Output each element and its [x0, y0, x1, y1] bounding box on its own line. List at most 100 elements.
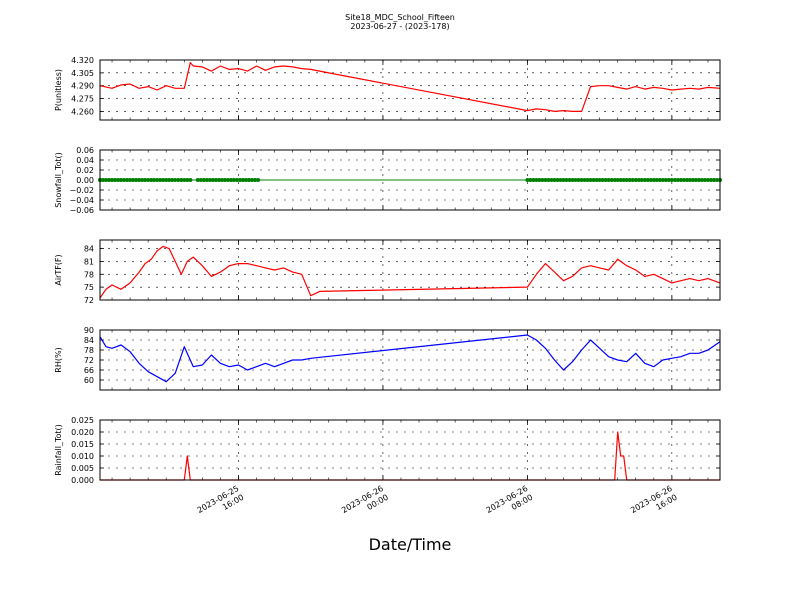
data-point [170, 178, 175, 182]
data-point [612, 178, 617, 182]
data-point [173, 178, 178, 182]
data-point [588, 178, 593, 182]
data-point [213, 178, 218, 182]
panel-3: 72 75 78 81 84 AirTF(F) [54, 239, 721, 305]
y-tick-label: 72 [84, 296, 94, 305]
data-point [684, 178, 689, 182]
data-point [525, 178, 530, 182]
data-point [576, 178, 581, 182]
data-point [660, 178, 665, 182]
y-tick-label: 0.00 [76, 176, 94, 185]
data-point [615, 178, 620, 182]
data-point [630, 178, 635, 182]
y-tick-label: 81 [84, 257, 94, 266]
data-point [113, 178, 117, 182]
data-point [238, 178, 242, 182]
data-point [231, 178, 236, 182]
data-point [639, 178, 644, 182]
data-point [591, 178, 596, 182]
y-tick-label: 0.000 [71, 476, 94, 485]
panel-2: −0.06−0.04−0.020.000.020.040.06 Snowfall_… [54, 146, 722, 215]
data-point [703, 178, 707, 182]
y-tick-label: 72 [84, 356, 94, 365]
data-point [164, 178, 169, 182]
y-axis-label: RH(%) [54, 347, 63, 372]
axes-frame [99, 329, 721, 391]
data-point [253, 178, 257, 182]
data-point [101, 178, 105, 182]
data-point [225, 178, 230, 182]
data-point [549, 178, 554, 182]
series-line [99, 245, 721, 299]
data-point [696, 178, 701, 182]
data-point [222, 178, 227, 182]
data-point [204, 178, 209, 182]
data-point [582, 178, 587, 182]
panel-1: 4.260 4.275 4.290 4.305 4.320 P(unitless) [54, 56, 721, 121]
data-point [537, 178, 542, 182]
y-tick-label: 0.025 [71, 416, 94, 425]
y-tick-label: 0.020 [71, 428, 94, 437]
y-tick-label: 84 [84, 336, 94, 345]
data-point [161, 178, 166, 182]
data-point [107, 178, 111, 182]
data-point [558, 178, 563, 182]
data-point [633, 178, 638, 182]
data-point [244, 178, 248, 182]
data-point [167, 178, 172, 182]
panels: 4.260 4.275 4.290 4.305 4.320 P(unitless) −0.0… [54, 56, 722, 485]
data-point [531, 178, 536, 182]
y-tick-label: 90 [84, 326, 94, 335]
y-axis-label: P(unitless) [54, 69, 63, 111]
y-tick-label: 4.260 [71, 107, 94, 116]
data-point [699, 178, 704, 182]
y-tick-label: −0.04 [69, 196, 94, 205]
x-tick-label: 2023-06-2616:00 [629, 484, 679, 524]
data-point [134, 178, 139, 182]
data-point [654, 178, 659, 182]
data-point [672, 178, 677, 182]
data-point [185, 178, 190, 182]
y-axis-label: Rainfall_Tot() [54, 424, 63, 476]
data-point [158, 178, 163, 182]
data-point [552, 178, 557, 182]
data-point [534, 178, 539, 182]
data-point [188, 178, 193, 182]
data-point [624, 178, 629, 182]
data-point [195, 178, 200, 182]
y-tick-label: 0.02 [76, 166, 94, 175]
data-point [706, 178, 710, 182]
y-tick-label: 84 [84, 245, 94, 254]
data-point [241, 178, 245, 182]
y-tick-label: 75 [84, 283, 94, 292]
axes-frame [99, 239, 721, 301]
data-point [712, 178, 716, 182]
data-point [687, 178, 692, 182]
series-line [100, 431, 720, 481]
data-point [600, 178, 605, 182]
data-point [247, 178, 251, 182]
data-point [116, 178, 121, 182]
data-point [176, 178, 181, 182]
x-tick-label: 2023-06-2516:00 [196, 484, 246, 524]
data-point [573, 178, 578, 182]
data-point [555, 178, 560, 182]
data-point [666, 178, 671, 182]
axes-frame [99, 149, 721, 211]
data-point [198, 178, 203, 182]
data-point [681, 178, 686, 182]
data-point [219, 178, 224, 182]
chart-subtitle: 2023-06-27 - (2023-178) [350, 22, 449, 31]
data-point [669, 178, 674, 182]
data-point [606, 178, 611, 182]
data-point [546, 178, 551, 182]
y-tick-label: 0.04 [76, 156, 94, 165]
y-tick-label: 4.305 [71, 69, 94, 78]
axes-frame [99, 59, 721, 121]
chart-title: Site18_MDC_School_Fifteen [345, 13, 455, 22]
data-point [627, 178, 632, 182]
data-point [179, 178, 184, 182]
y-tick-label: 60 [84, 376, 94, 385]
data-point [110, 178, 114, 182]
data-point [709, 178, 713, 182]
